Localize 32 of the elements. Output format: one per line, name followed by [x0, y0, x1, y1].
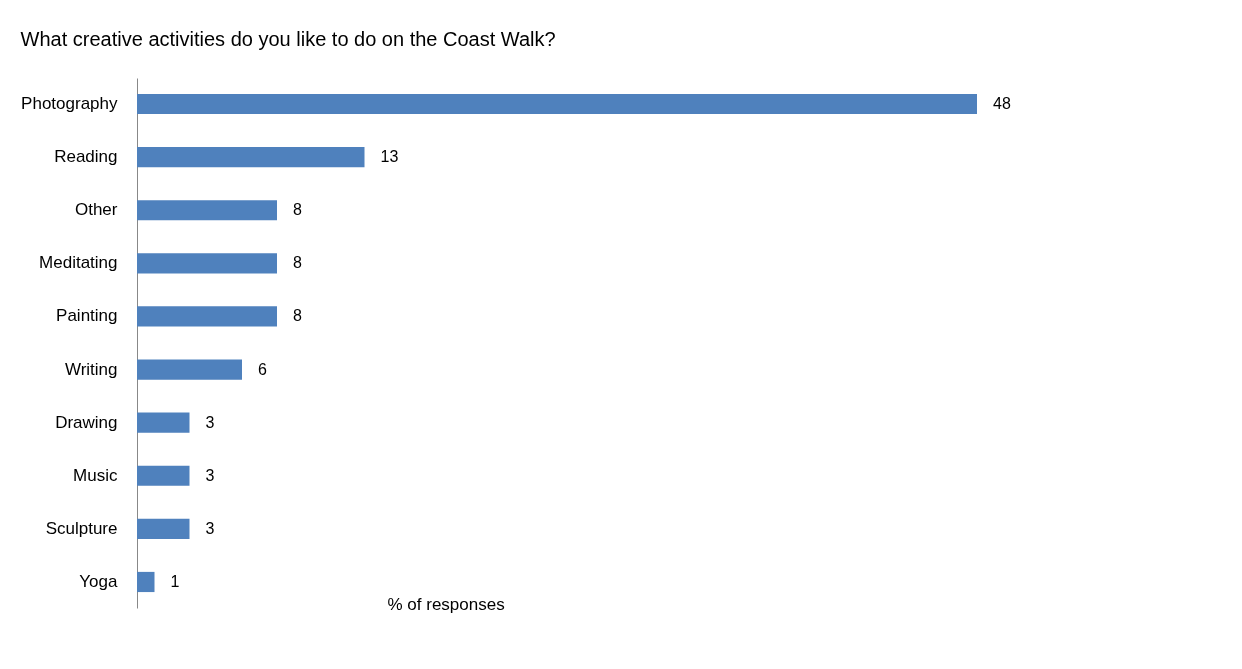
- data-label: 8: [293, 254, 302, 272]
- data-label: 8: [293, 201, 302, 219]
- bar: [137, 412, 190, 433]
- y-tick-label: Yoga: [79, 571, 119, 591]
- bar: [137, 147, 365, 168]
- bar: [137, 306, 277, 327]
- y-tick-label: Painting: [56, 306, 118, 326]
- data-label: 3: [205, 466, 215, 484]
- bar: [137, 465, 190, 486]
- y-tick-label: Drawing: [55, 412, 118, 432]
- data-label: 1: [170, 572, 180, 590]
- data-label: 6: [258, 360, 267, 378]
- bar: [137, 93, 977, 115]
- data-label: 13: [380, 148, 399, 166]
- data-label: 48: [993, 95, 1011, 113]
- data-label: 8: [293, 307, 302, 325]
- x-axis-title: % of responses: [387, 594, 505, 614]
- bar: [137, 200, 277, 221]
- bar: [137, 571, 155, 593]
- bar: [137, 359, 242, 380]
- bar: [137, 518, 190, 539]
- y-tick-label: Writing: [64, 359, 118, 379]
- bar: [137, 253, 277, 274]
- y-tick-label: Music: [73, 465, 118, 485]
- data-label: 3: [205, 413, 215, 431]
- y-tick-label: Meditating: [39, 253, 118, 273]
- y-tick-label: Other: [74, 200, 118, 220]
- data-label: 3: [205, 519, 215, 537]
- y-tick-label: Photography: [21, 94, 118, 114]
- y-tick-label: Sculpture: [45, 518, 118, 538]
- y-tick-label: Reading: [54, 147, 118, 167]
- chart-title: What creative activities do you like to do on the Coast Walk?: [20, 28, 556, 50]
